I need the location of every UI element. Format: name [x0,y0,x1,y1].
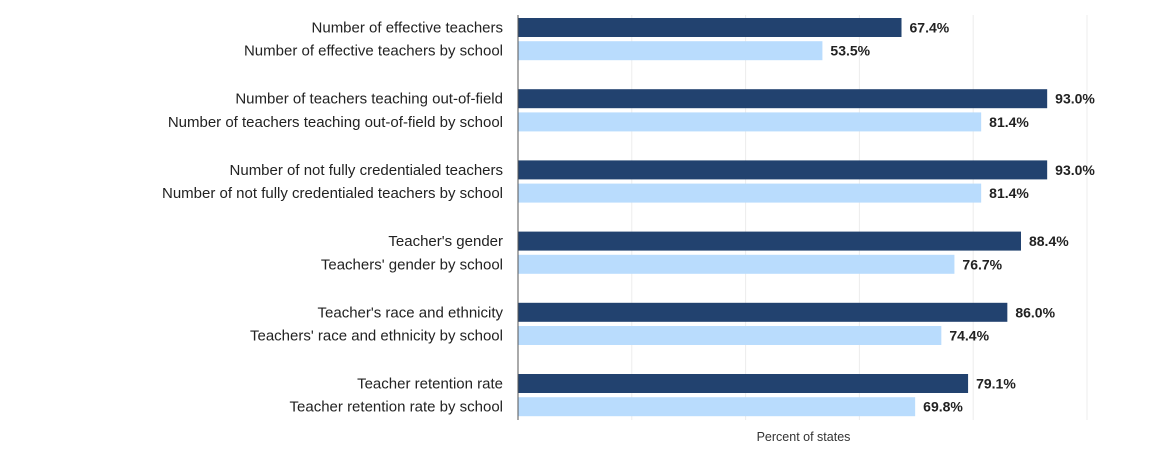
category-label: Number of effective teachers [312,20,503,37]
bar [518,254,955,274]
category-label: Number of effective teachers by school [244,43,503,60]
x-axis-title: Percent of states [757,430,851,444]
category-label: Teachers' gender by school [321,256,503,273]
data-label: 53.5% [830,43,870,59]
category-label: Number of teachers teaching out-of-field… [168,114,503,131]
category-label: Teacher's race and ethnicity [318,304,504,321]
data-label: 76.7% [962,256,1002,272]
bar [518,397,916,417]
bar [518,326,942,345]
grid-layer [631,15,1088,420]
bar [518,374,969,393]
category-label: Teacher's gender [388,233,503,250]
bar [518,231,1021,251]
bar [518,302,1008,322]
data-label: 81.4% [989,185,1029,201]
data-label: 81.4% [989,114,1029,130]
category-label: Number of not fully credentialed teacher… [162,185,503,202]
category-label: Number of teachers teaching out-of-field [235,91,503,108]
bar [518,89,1048,109]
data-label: 93.0% [1055,162,1095,178]
data-label: 88.4% [1029,233,1069,249]
bar [518,112,982,132]
bar [518,41,823,61]
category-label: Teacher retention rate by school [290,399,503,416]
category-label: Number of not fully credentialed teacher… [230,162,503,179]
data-label: 67.4% [910,20,950,36]
bar [518,183,982,203]
bar-layer [518,18,1048,417]
category-label: Teacher retention rate [357,376,503,393]
data-label: 93.0% [1055,91,1095,107]
bar [518,160,1048,180]
data-label: 86.0% [1015,304,1055,320]
category-label: Teachers' race and ethnicity by school [250,328,503,345]
bar [518,18,902,37]
data-label: 69.8% [923,399,963,415]
data-label: 79.1% [976,376,1016,392]
label-layer: Number of effective teachers 67.4% Number … [162,20,1095,416]
data-label: 74.4% [949,328,989,344]
